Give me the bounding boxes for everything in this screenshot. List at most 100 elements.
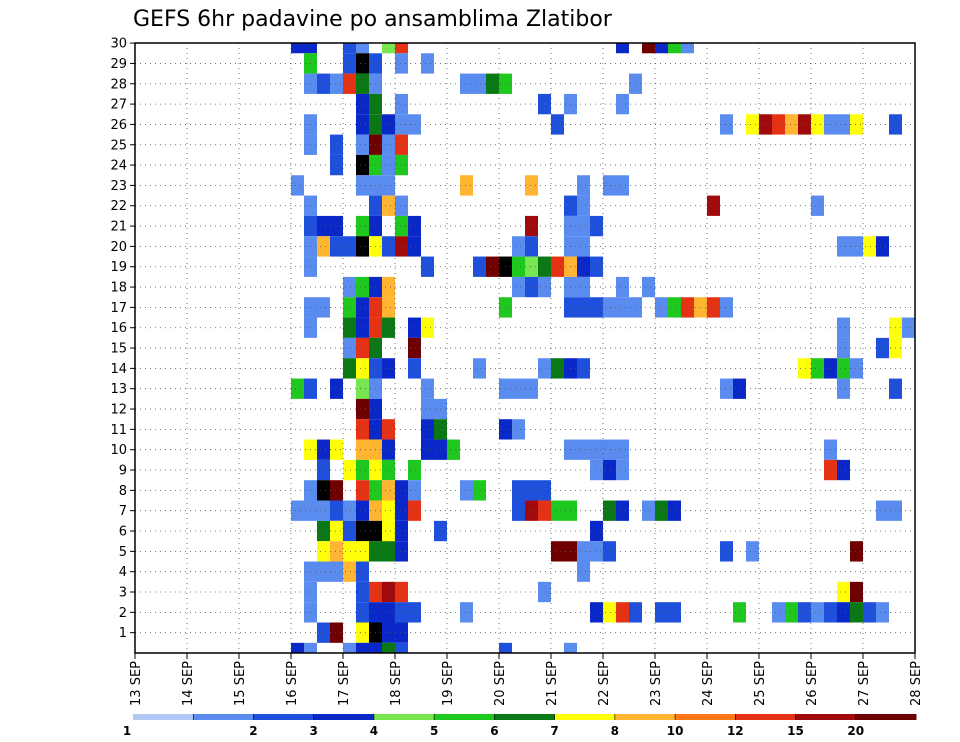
heatmap-cell: [421, 317, 434, 338]
heatmap-cell: [486, 73, 499, 94]
heatmap-cell: [343, 236, 356, 257]
heatmap-cell: [837, 581, 850, 603]
heatmap-cell: [577, 256, 590, 277]
heatmap-cell: [850, 114, 863, 135]
heatmap-cell: [291, 43, 304, 54]
y-tick-label: 16: [110, 321, 127, 336]
heatmap-cell: [577, 276, 590, 298]
heatmap-cell: [590, 602, 603, 623]
x-tick-label: 20 SEP: [493, 661, 508, 706]
y-tick-label: 13: [110, 382, 127, 397]
heatmap-cell: [382, 439, 395, 460]
heatmap-cell: [668, 297, 681, 318]
heatmap-cell: [876, 236, 889, 257]
y-tick-label: 4: [119, 565, 127, 580]
heatmap-cell: [343, 276, 356, 298]
heatmap-cell: [577, 236, 590, 257]
heatmap-cell: [356, 175, 369, 196]
x-tick-label: 15 SEP: [233, 661, 248, 706]
heatmap-cell: [382, 581, 395, 603]
heatmap-cell: [317, 459, 330, 481]
heatmap-cell: [837, 236, 850, 257]
heatmap-cell: [577, 195, 590, 216]
x-tick-label: 23 SEP: [649, 661, 664, 706]
legend-swatch: [494, 714, 556, 720]
heatmap-cell: [343, 541, 356, 562]
y-tick-label: 17: [110, 301, 127, 316]
heatmap-cell: [590, 459, 603, 481]
heatmap-cell: [473, 73, 486, 94]
legend-label: 15: [787, 724, 804, 738]
heatmap-cell: [837, 378, 850, 399]
heatmap-cell: [486, 256, 499, 277]
heatmap-cell: [382, 317, 395, 338]
heatmap-cell: [382, 43, 395, 54]
x-tick-label: 19 SEP: [441, 661, 456, 706]
heatmap-cell: [538, 358, 551, 379]
heatmap-cell: [343, 43, 356, 54]
heatmap-cell: [343, 53, 356, 74]
heatmap-cell: [616, 43, 629, 54]
heatmap-cell: [317, 439, 330, 460]
heatmap-cell: [525, 256, 538, 277]
y-tick-label: 15: [110, 342, 127, 357]
heatmap-cell: [850, 602, 863, 623]
heatmap-cell: [473, 256, 486, 277]
heatmap-cell: [330, 378, 343, 399]
heatmap-cell: [590, 256, 603, 277]
heatmap-cell: [811, 114, 824, 135]
heatmap-cell: [850, 541, 863, 562]
heatmap-cell: [512, 378, 525, 399]
heatmap-cell: [460, 175, 473, 196]
heatmap-cell: [382, 602, 395, 623]
heatmap-cell: [408, 236, 421, 257]
heatmap-cell: [317, 561, 330, 582]
x-tick-label: 26 SEP: [805, 661, 820, 706]
y-tick-label: 10: [110, 443, 127, 458]
heatmap-cell: [837, 114, 850, 135]
heatmap-cell: [616, 602, 629, 623]
heatmap-cell: [304, 43, 317, 54]
heatmap-cell: [603, 297, 616, 318]
y-tick-label: 23: [110, 179, 127, 194]
heatmap-cell: [382, 642, 395, 653]
heatmap-cell: [590, 439, 603, 460]
heatmap-cell: [577, 358, 590, 379]
heatmap-cell: [616, 439, 629, 460]
x-tick-label: 22 SEP: [597, 661, 612, 706]
heatmap-cell: [382, 154, 395, 176]
heatmap-cell: [837, 358, 850, 379]
heatmap-cell: [863, 602, 876, 623]
heatmap-cell: [681, 43, 694, 54]
heatmap-cell: [330, 236, 343, 257]
heatmap-cell: [447, 439, 460, 460]
heatmap-cell: [798, 358, 811, 379]
legend-swatch: [735, 714, 797, 720]
heatmap-cell: [421, 419, 434, 440]
heatmap-cell: [525, 480, 538, 501]
heatmap-cell: [317, 215, 330, 237]
heatmap-cell: [330, 520, 343, 542]
heatmap-cell: [538, 500, 551, 521]
legend-swatch: [675, 714, 736, 720]
heatmap-cell: [603, 439, 616, 460]
heatmap-cell: [850, 236, 863, 257]
heatmap-cell: [603, 541, 616, 562]
heatmap-cell: [538, 276, 551, 298]
heatmap-cell: [356, 297, 369, 318]
heatmap-cell: [707, 297, 720, 318]
heatmap-cell: [616, 175, 629, 196]
heatmap-cell: [395, 642, 408, 653]
heatmap-cell: [785, 114, 798, 135]
heatmap-cell: [382, 500, 395, 521]
heatmap-cell: [330, 541, 343, 562]
y-tick-label: 20: [110, 240, 127, 255]
y-tick-label: 24: [110, 159, 127, 174]
heatmap-cell: [473, 358, 486, 379]
heatmap-cell: [356, 378, 369, 399]
heatmap-cell: [395, 114, 408, 135]
heatmap-cell: [317, 520, 330, 542]
y-tick-label: 19: [110, 260, 127, 275]
heatmap-cell: [668, 602, 681, 623]
legend-swatch: [253, 714, 315, 720]
